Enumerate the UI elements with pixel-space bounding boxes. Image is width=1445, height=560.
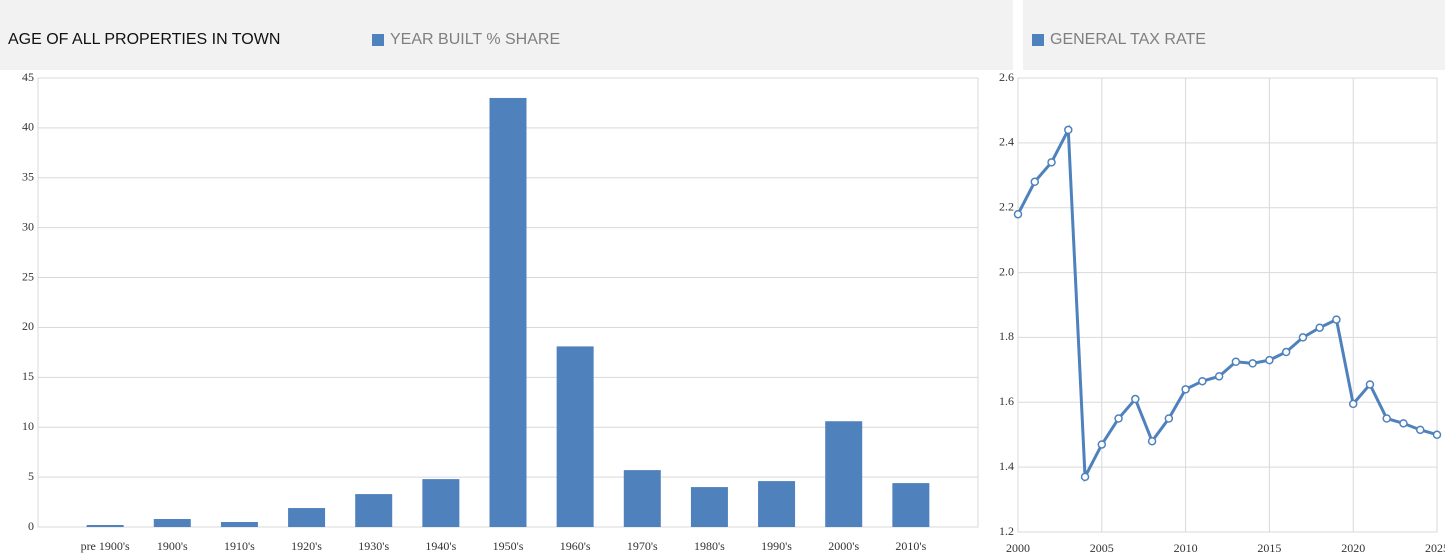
legend-label: GENERAL TAX RATE [1050,31,1206,48]
x-tick-label: 1950's [493,539,524,553]
x-tick-label: 1940's [425,539,456,553]
y-tick-label: 40 [22,120,34,134]
point [1114,414,1123,423]
x-tick-label: 1960's [560,539,591,553]
point [1298,333,1308,342]
bar [892,483,930,527]
x-tick-label: 2000 [1006,541,1030,555]
point [1231,357,1241,366]
point [1315,323,1324,332]
y-tick-label: 1.4 [999,459,1014,473]
bar [623,470,661,527]
y-tick-label: 2.6 [999,70,1014,84]
x-tick-label: 1900's [157,539,188,553]
y-tick-label: 35 [22,170,34,184]
point [1432,430,1442,439]
point [1415,425,1425,435]
y-tick-label: 45 [22,70,34,84]
y-tick-label: 2.2 [999,199,1014,213]
x-tick-label: 2010's [895,539,926,553]
point [1030,177,1040,187]
point [1047,158,1056,167]
point [1265,355,1274,365]
point [1147,436,1157,446]
line [1016,124,1438,483]
plot-area [1017,77,1438,533]
x-tick-label: 2020 [1341,541,1365,555]
point [1248,359,1257,368]
bar [556,346,594,527]
y-tick-label: 0 [28,519,34,533]
y-tick-label: 2.0 [999,264,1014,278]
legend-swatch [372,34,384,46]
bar [220,522,258,527]
bar [288,508,326,527]
header-band [1023,0,1445,70]
legend-label: YEAR BUILT % SHARE [390,31,560,48]
point [1013,209,1023,219]
y-tick-label: 10 [22,419,34,433]
x-tick-label: 1910's [224,539,255,553]
point [1064,125,1073,135]
header-band [0,0,1013,70]
y-tick-label: 2.4 [999,135,1014,149]
y-tick-label: 15 [22,369,34,383]
bar [489,97,527,527]
x-tick-label: 1920's [291,539,322,553]
y-tick-label: 1.2 [999,524,1014,538]
x-tick-label: 1980's [694,539,725,553]
x-tick-label: 2005 [1090,541,1114,555]
legend-swatch [1032,34,1044,46]
bar [153,519,191,527]
point [1181,385,1190,394]
point [1281,347,1291,357]
point [1131,394,1140,404]
bar [690,487,728,527]
point [1332,315,1341,324]
point [1214,372,1224,381]
bar [86,525,124,527]
point [1164,414,1174,423]
point [1382,414,1391,423]
y-tick-label: 30 [22,219,34,233]
y-tick-label: 25 [22,269,34,283]
bar [422,479,460,527]
point [1365,380,1375,389]
x-tick-label: 1990's [761,539,792,553]
y-tick-label: 5 [28,469,34,483]
chart-title: AGE OF ALL PROPERTIES IN TOWN [8,31,280,48]
point [1080,472,1090,482]
bar [355,494,393,527]
x-tick-label: 1930's [358,539,389,553]
y-tick-label: 20 [22,319,34,333]
y-tick-label: 1.8 [999,329,1014,343]
point [1348,399,1358,409]
point [1198,376,1207,386]
x-tick-label: 1970's [627,539,658,553]
x-tick-label: 2015 [1257,541,1281,555]
x-tick-label: 2000's [828,539,859,553]
bar [758,481,796,527]
y-tick-label: 1.6 [999,394,1014,408]
x-tick-label: 2010 [1174,541,1198,555]
bar [825,421,863,527]
x-tick-label: pre 1900's [81,539,130,553]
point [1097,440,1107,449]
point [1399,419,1408,428]
